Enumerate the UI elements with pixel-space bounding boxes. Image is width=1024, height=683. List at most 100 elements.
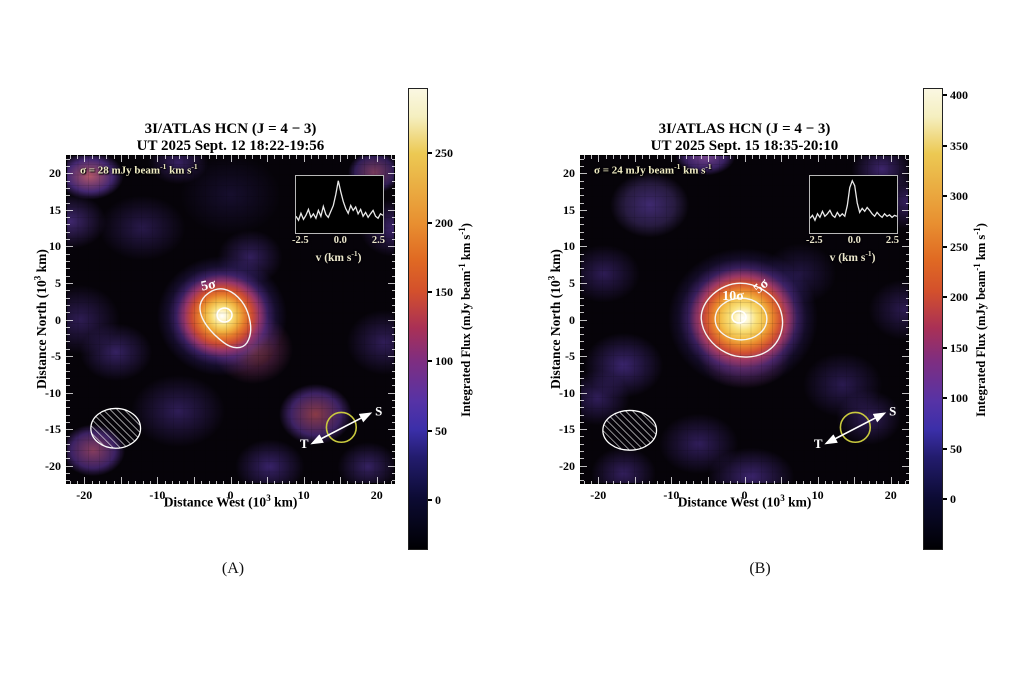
y-tick-label: 15: [49, 202, 61, 217]
axis-tick: [172, 155, 173, 159]
axis-tick: [905, 370, 909, 372]
axis-tick: [369, 155, 371, 159]
axis-tick: [252, 155, 254, 159]
colorbar-tick: [428, 429, 432, 432]
axis-tick: [580, 421, 584, 423]
axis-tick: [802, 155, 804, 159]
axis-tick: [905, 217, 909, 219]
axis-tick: [66, 187, 70, 189]
panel-a-source-core: [157, 255, 288, 376]
axis-tick: [215, 480, 217, 484]
axis-tick: [135, 155, 137, 159]
axis-tick: [905, 385, 909, 387]
axis-tick: [905, 377, 909, 379]
axis-tick: [384, 155, 386, 159]
colorbar-tick-label: 300: [950, 189, 968, 204]
axis-tick: [580, 348, 584, 350]
axis-tick: [259, 155, 261, 159]
axis-tick: [839, 155, 841, 159]
axis-tick: [66, 282, 73, 284]
axis-tick: [902, 356, 909, 358]
axis-tick: [773, 480, 775, 484]
axis-tick: [905, 261, 909, 262]
axis-tick: [664, 155, 666, 159]
axis-tick: [215, 155, 217, 159]
axis-tick: [245, 155, 247, 159]
y-tick-label: -10: [45, 385, 61, 400]
panel-b-colorbar: [923, 88, 943, 550]
axis-tick: [388, 465, 395, 467]
axis-tick: [634, 155, 636, 162]
y-label: Distance North (10: [34, 280, 49, 389]
panel-a-overlay: 5σ T S: [90, 277, 382, 451]
axis-tick: [744, 155, 746, 162]
axis-tick: [142, 480, 144, 484]
colorbar-tick-label: 100: [950, 391, 968, 406]
axis-tick: [150, 155, 152, 159]
axis-tick: [766, 480, 768, 484]
axis-tick: [391, 253, 395, 255]
axis-tick: [186, 155, 188, 159]
panel-b-caption: (B): [749, 560, 771, 577]
y-tick-label: -5: [565, 349, 575, 364]
y-tick-label: 0: [55, 312, 61, 327]
axis-tick: [580, 165, 584, 167]
panel-b-spectrum-ticks: -2.5 0.0 2.5: [806, 235, 899, 246]
axis-tick: [846, 480, 848, 484]
colorbar-tick: [428, 290, 432, 293]
axis-tick: [902, 173, 909, 175]
axis-tick: [795, 155, 797, 159]
axis-tick: [795, 480, 797, 484]
panel-b-spectrum-xlabel: v (km s-1): [805, 249, 900, 264]
axis-tick: [142, 155, 144, 159]
cbar-label-sup2: -1: [972, 227, 982, 235]
panel-a-caption: (A): [221, 560, 245, 577]
axis-tick: [66, 429, 73, 431]
axis-tick: [580, 261, 584, 262]
axis-tick: [737, 155, 739, 159]
axis-tick: [98, 480, 100, 484]
axis-tick: [172, 480, 173, 484]
axis-tick: [905, 443, 909, 445]
axis-tick: [686, 480, 687, 484]
axis-tick: [854, 477, 856, 484]
axis-tick: [274, 155, 276, 159]
axis-tick: [905, 187, 909, 189]
colorbar-tick-label: 200: [435, 215, 453, 230]
axis-tick: [288, 155, 290, 159]
axis-tick: [802, 480, 804, 484]
panel-a-xaxis-label: Distance West (103 km): [66, 493, 395, 511]
sigma-sup1: -1: [674, 162, 681, 171]
axis-tick: [580, 239, 584, 241]
axis-tick: [781, 477, 783, 484]
panel-a-colorbar-label: Integrated Flux (mJy beam-1 km s-1): [454, 89, 473, 551]
axis-tick: [722, 480, 724, 484]
axis-tick: [656, 155, 658, 159]
axis-tick: [905, 436, 909, 438]
axis-tick: [656, 480, 658, 484]
axis-tick: [722, 155, 724, 159]
axis-tick: [391, 436, 395, 438]
axis-tick: [66, 326, 70, 328]
beam-ellipse: [90, 407, 142, 449]
axis-tick: [686, 155, 687, 159]
cbar-label-close: ): [974, 223, 989, 228]
axis-tick: [824, 480, 826, 484]
axis-tick: [839, 480, 841, 484]
axis-tick: [66, 209, 73, 211]
axis-tick: [580, 268, 584, 270]
axis-tick: [580, 209, 587, 211]
axis-tick: [318, 155, 320, 159]
sigma-text2: km s: [166, 164, 192, 177]
axis-tick: [890, 477, 892, 484]
axis-tick: [580, 458, 584, 460]
axis-tick: [598, 155, 600, 162]
sigma-text: σ = 24 mJy beam: [594, 164, 675, 177]
axis-tick: [66, 385, 70, 387]
spectrum-tick: 0.0: [847, 235, 861, 246]
axis-tick: [810, 155, 812, 159]
axis-tick: [179, 155, 181, 159]
axis-tick: [391, 348, 395, 350]
axis-tick: [388, 173, 395, 175]
colorbar-tick-label: 150: [435, 284, 453, 299]
